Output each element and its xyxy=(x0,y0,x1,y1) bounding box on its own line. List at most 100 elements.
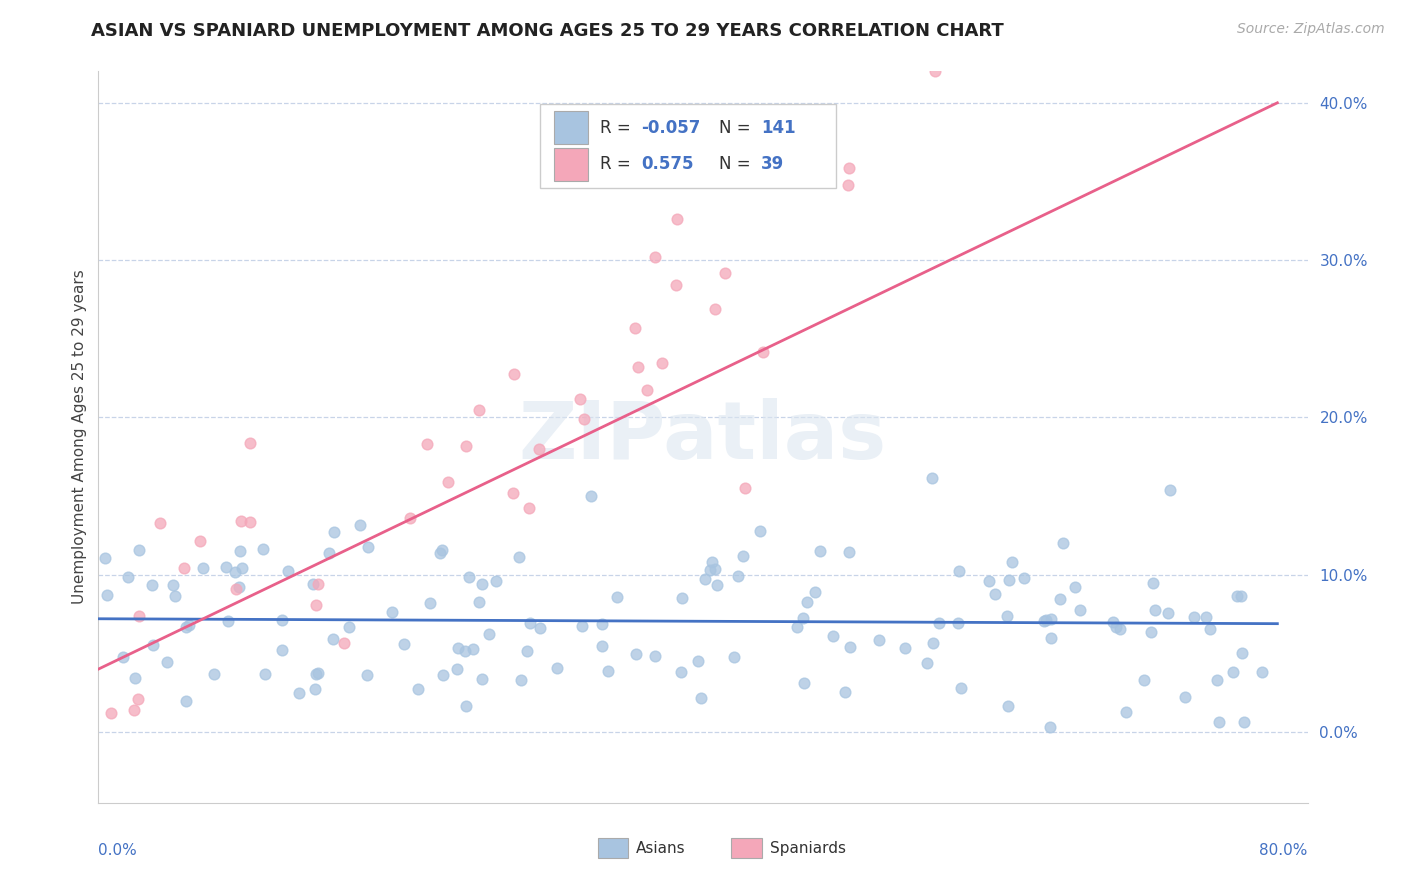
Text: Source: ZipAtlas.com: Source: ZipAtlas.com xyxy=(1237,22,1385,37)
Point xyxy=(94,551,117,566)
Point xyxy=(596,665,619,679)
Point xyxy=(529,621,551,635)
Point xyxy=(399,511,422,525)
Point xyxy=(1159,483,1181,497)
Point xyxy=(606,590,628,604)
Text: Asians: Asians xyxy=(636,841,685,855)
Point xyxy=(823,629,845,643)
Point xyxy=(591,639,613,653)
Point xyxy=(142,639,165,653)
Point xyxy=(239,516,262,530)
Point xyxy=(1035,613,1057,627)
Point xyxy=(485,574,508,588)
Text: R =: R = xyxy=(600,119,637,136)
Point xyxy=(803,585,825,599)
Point xyxy=(301,576,323,591)
Point xyxy=(446,662,468,676)
Text: 0.0%: 0.0% xyxy=(98,843,138,858)
Point xyxy=(304,599,326,613)
Point xyxy=(96,588,118,602)
Point xyxy=(307,576,329,591)
Point xyxy=(928,616,950,631)
Point xyxy=(579,489,602,503)
Point xyxy=(519,500,541,515)
Point xyxy=(727,569,749,583)
Point xyxy=(1174,690,1197,704)
Point xyxy=(792,611,814,625)
Point xyxy=(191,560,214,574)
Point xyxy=(1208,714,1230,729)
Point xyxy=(179,618,201,632)
Point xyxy=(217,614,239,628)
Text: N =: N = xyxy=(718,119,755,136)
Point xyxy=(174,620,197,634)
Point xyxy=(699,563,721,577)
Point xyxy=(456,439,478,453)
Text: 80.0%: 80.0% xyxy=(1260,843,1308,858)
Text: ZIPatlas: ZIPatlas xyxy=(519,398,887,476)
Point xyxy=(786,620,808,634)
Point xyxy=(446,640,468,655)
Point xyxy=(1039,721,1062,735)
Point xyxy=(808,543,831,558)
Point xyxy=(471,672,494,686)
Point xyxy=(714,266,737,280)
Point xyxy=(224,565,246,579)
Point xyxy=(122,703,145,717)
Point xyxy=(1049,592,1071,607)
Point xyxy=(529,442,551,457)
Point xyxy=(749,524,772,538)
Point xyxy=(1233,714,1256,729)
Point xyxy=(624,648,647,662)
Y-axis label: Unemployment Among Ages 25 to 29 years: Unemployment Among Ages 25 to 29 years xyxy=(72,269,87,605)
Point xyxy=(627,359,650,374)
Point xyxy=(124,671,146,685)
FancyBboxPatch shape xyxy=(554,148,588,181)
Point xyxy=(253,666,276,681)
Point xyxy=(984,587,1007,601)
Point xyxy=(1133,673,1156,688)
Point xyxy=(419,596,441,610)
Point xyxy=(894,641,917,656)
Point xyxy=(1033,614,1056,628)
Point xyxy=(214,560,236,574)
Point xyxy=(666,211,689,226)
Point xyxy=(924,64,946,78)
Point xyxy=(546,661,568,675)
Point xyxy=(508,549,530,564)
Point xyxy=(392,637,415,651)
Point xyxy=(686,654,709,668)
Point xyxy=(416,437,439,451)
Point xyxy=(304,682,326,697)
Point xyxy=(1139,624,1161,639)
Point xyxy=(837,178,859,193)
Point xyxy=(644,250,666,264)
Point xyxy=(1230,589,1253,603)
Point xyxy=(700,555,723,569)
Point xyxy=(176,694,198,708)
Point xyxy=(950,681,973,695)
Point xyxy=(1069,603,1091,617)
Point xyxy=(429,546,451,560)
Point xyxy=(1052,536,1074,550)
Point xyxy=(381,605,404,619)
Point xyxy=(239,436,262,450)
Point xyxy=(288,686,311,700)
Point xyxy=(277,565,299,579)
Point xyxy=(502,486,524,500)
Point xyxy=(156,655,179,669)
Point xyxy=(948,564,970,578)
Point xyxy=(1064,580,1087,594)
Point xyxy=(723,650,745,665)
Point xyxy=(689,690,711,705)
Point xyxy=(127,691,149,706)
Point xyxy=(349,517,371,532)
Point xyxy=(995,609,1018,624)
Point xyxy=(1184,610,1206,624)
Point xyxy=(454,644,477,658)
Point xyxy=(796,595,818,609)
Point xyxy=(1040,631,1063,645)
Point xyxy=(946,616,969,631)
Point xyxy=(458,570,481,584)
Point xyxy=(231,561,253,575)
